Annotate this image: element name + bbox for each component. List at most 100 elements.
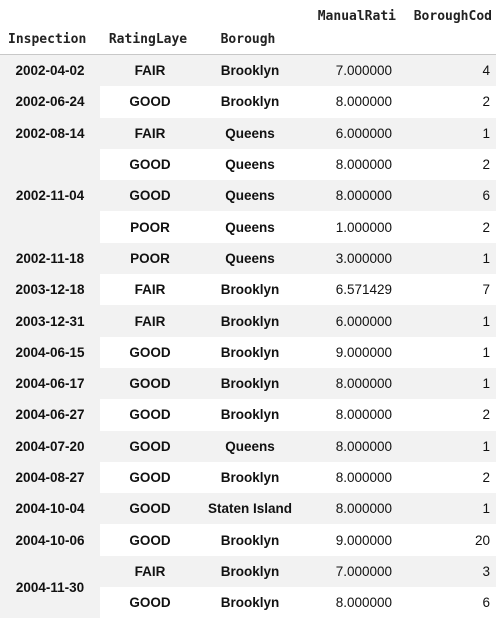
value-cell-borough-code: 6 xyxy=(400,180,496,212)
table-row: 2002-06-24 GOOD Brooklyn 8.000000 2 xyxy=(0,86,496,118)
table-row: 2002-04-02 FAIR Brooklyn 7.000000 4 xyxy=(0,54,496,87)
index-cell-rating-layer: FAIR xyxy=(100,274,200,306)
index-cell-borough: Brooklyn xyxy=(200,461,300,494)
header-top-blank-3 xyxy=(200,0,300,24)
column-header-boroughcode: BoroughCod xyxy=(413,9,492,24)
index-cell-inspection-date: 2004-10-04 xyxy=(0,493,100,525)
index-cell-borough: Brooklyn xyxy=(200,587,300,619)
value-cell-borough-code: 2 xyxy=(400,399,496,431)
index-cell-inspection-date: 2002-04-02 xyxy=(0,54,100,87)
index-cell-rating-layer: GOOD xyxy=(100,461,200,494)
table-row: 2004-07-20 GOOD Queens 8.000000 1 xyxy=(0,430,496,462)
index-cell-rating-layer: GOOD xyxy=(100,399,200,431)
value-cell-manual-rating: 8.000000 xyxy=(300,180,400,212)
header-row-index-names: Inspection RatingLaye Borough xyxy=(0,24,496,55)
table-row: 2002-08-14 FAIR Queens 6.000000 1 xyxy=(0,117,496,149)
table-row: 2004-11-30 FAIR Brooklyn 7.000000 3 xyxy=(0,555,496,619)
index-cell-borough: Queens xyxy=(200,242,300,275)
value-cell-borough-code: 1 xyxy=(400,336,496,368)
index-cell-rating-layer: POOR xyxy=(100,242,200,275)
value-cell-borough-code: 1 xyxy=(400,493,496,525)
value-cell-manual-rating: 6.000000 xyxy=(300,305,400,337)
value-cell-borough-code: 1 xyxy=(400,242,496,275)
table-row: 2004-10-06 GOOD Brooklyn 9.000000 20 xyxy=(0,524,496,556)
index-cell-rating-layer: FAIR xyxy=(100,305,200,337)
value-cell-manual-rating: 8.000000 xyxy=(300,430,400,462)
index-cell-inspection-date: 2004-06-27 xyxy=(0,399,100,431)
value-cell-borough-code: 2 xyxy=(400,86,496,118)
table-row: 2002-11-04 GOOD Queens 8.000000 2 xyxy=(0,148,496,243)
index-cell-rating-layer: GOOD xyxy=(100,587,200,619)
table-row: 2004-06-15 GOOD Brooklyn 9.000000 1 xyxy=(0,336,496,368)
index-cell-rating-layer: GOOD xyxy=(100,148,200,181)
table-row: 2004-06-17 GOOD Brooklyn 8.000000 1 xyxy=(0,367,496,400)
table-row: GOOD Brooklyn 8.000000 6 xyxy=(0,587,496,619)
value-cell-borough-code: 3 xyxy=(400,555,496,588)
table-row: 2004-06-27 GOOD Brooklyn 8.000000 2 xyxy=(0,399,496,431)
table-row: 2003-12-18 FAIR Brooklyn 6.571429 7 xyxy=(0,274,496,306)
index-cell-rating-layer: POOR xyxy=(100,211,200,243)
index-header-inspection: Inspection xyxy=(0,24,100,55)
index-cell-inspection-date: 2004-06-15 xyxy=(0,336,100,368)
value-cell-borough-code: 2 xyxy=(400,148,496,181)
value-cell-manual-rating: 8.000000 xyxy=(300,587,400,619)
index-cell-inspection-date: 2003-12-18 xyxy=(0,274,100,306)
header-top-blank-2 xyxy=(100,0,200,24)
column-header-manualrating: ManualRati xyxy=(317,9,396,24)
index-cell-borough: Brooklyn xyxy=(200,86,300,118)
value-cell-borough-code: 7 xyxy=(400,274,496,306)
index-cell-inspection-date: 2003-12-31 xyxy=(0,305,100,337)
index-cell-borough: Brooklyn xyxy=(200,524,300,556)
header-bottom-blank-4 xyxy=(300,24,400,55)
index-cell-borough: Staten Island xyxy=(200,493,300,525)
value-cell-manual-rating: 8.000000 xyxy=(300,493,400,525)
table-row: POOR Queens 1.000000 2 xyxy=(0,211,496,243)
index-cell-rating-layer: GOOD xyxy=(100,180,200,212)
table-row: 2003-12-31 FAIR Brooklyn 6.000000 1 xyxy=(0,305,496,337)
value-cell-borough-code: 1 xyxy=(400,367,496,400)
value-cell-borough-code: 2 xyxy=(400,461,496,494)
header-bottom-blank-5 xyxy=(400,24,496,55)
index-cell-inspection-date: 2002-11-04 xyxy=(0,148,100,243)
index-cell-borough: Brooklyn xyxy=(200,305,300,337)
index-cell-borough: Queens xyxy=(200,117,300,149)
index-cell-borough: Brooklyn xyxy=(200,336,300,368)
value-cell-manual-rating: 8.000000 xyxy=(300,148,400,181)
value-cell-manual-rating: 6.571429 xyxy=(300,274,400,306)
index-cell-borough: Brooklyn xyxy=(200,274,300,306)
index-cell-borough: Brooklyn xyxy=(200,367,300,400)
value-cell-manual-rating: 1.000000 xyxy=(300,211,400,243)
value-cell-borough-code: 1 xyxy=(400,430,496,462)
index-cell-borough: Queens xyxy=(200,430,300,462)
value-cell-manual-rating: 8.000000 xyxy=(300,461,400,494)
index-cell-rating-layer: GOOD xyxy=(100,493,200,525)
index-cell-rating-layer: GOOD xyxy=(100,524,200,556)
value-cell-manual-rating: 6.000000 xyxy=(300,117,400,149)
index-cell-inspection-date: 2004-07-20 xyxy=(0,430,100,462)
index-cell-rating-layer: GOOD xyxy=(100,430,200,462)
index-cell-borough: Queens xyxy=(200,211,300,243)
header-row-columns: ManualRati BoroughCod xyxy=(0,0,496,24)
header-top-blank-1 xyxy=(0,0,100,24)
index-header-borough: Borough xyxy=(200,24,300,55)
value-cell-manual-rating: 9.000000 xyxy=(300,524,400,556)
table-row: GOOD Queens 8.000000 6 xyxy=(0,180,496,212)
value-cell-borough-code: 6 xyxy=(400,587,496,619)
index-cell-rating-layer: GOOD xyxy=(100,86,200,118)
value-cell-manual-rating: 9.000000 xyxy=(300,336,400,368)
index-cell-inspection-date: 2004-08-27 xyxy=(0,461,100,494)
value-cell-manual-rating: 3.000000 xyxy=(300,242,400,275)
index-header-ratinglayer: RatingLaye xyxy=(100,24,200,55)
index-cell-rating-layer: FAIR xyxy=(100,117,200,149)
index-cell-rating-layer: FAIR xyxy=(100,555,200,588)
index-cell-borough: Brooklyn xyxy=(200,399,300,431)
index-cell-borough: Brooklyn xyxy=(200,54,300,87)
index-cell-inspection-date: 2002-11-18 xyxy=(0,242,100,275)
value-cell-manual-rating: 8.000000 xyxy=(300,367,400,400)
table-body: 2002-04-02 FAIR Brooklyn 7.000000 4 2002-06-2… xyxy=(0,54,496,619)
value-cell-borough-code: 1 xyxy=(400,117,496,149)
table-header: ManualRati BoroughCod Inspection RatingL… xyxy=(0,0,496,55)
value-cell-manual-rating: 8.000000 xyxy=(300,399,400,431)
value-cell-manual-rating: 8.000000 xyxy=(300,86,400,118)
value-cell-manual-rating: 7.000000 xyxy=(300,555,400,588)
